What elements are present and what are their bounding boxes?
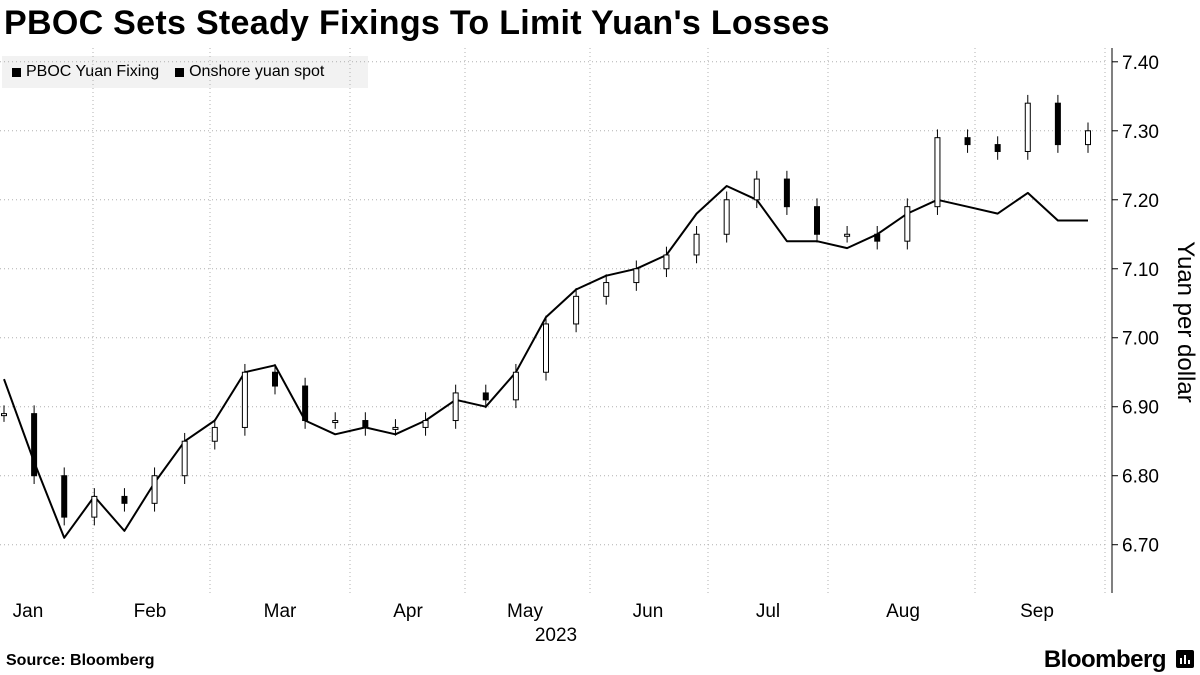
candle-body	[1054, 102, 1061, 146]
legend-swatch-spot	[175, 67, 185, 77]
candle-body	[151, 475, 158, 504]
candle-body	[964, 137, 971, 146]
candle-body	[844, 233, 851, 237]
x-tick-label: Aug	[886, 601, 920, 622]
y-tick-label: 7.00	[1122, 329, 1159, 350]
candle-body	[31, 413, 38, 477]
candle-body	[392, 426, 399, 430]
candle-body	[874, 233, 881, 242]
candle-body	[1, 413, 7, 417]
candle-body	[482, 392, 489, 401]
candle-body	[121, 495, 128, 504]
candle-body	[723, 199, 730, 235]
y-tick-label: 7.10	[1122, 260, 1159, 281]
bloomberg-logo: Bloomberg	[1043, 646, 1167, 673]
y-tick-label: 7.30	[1122, 122, 1159, 143]
x-tick-label: Sep	[1020, 601, 1054, 622]
candle-body	[512, 371, 519, 401]
bloomberg-terminal-icon	[1176, 650, 1194, 668]
x-axis-year-label: 2023	[535, 625, 577, 646]
y-tick-label: 6.90	[1122, 398, 1159, 419]
candle-body	[1024, 102, 1031, 152]
candle-body	[61, 475, 68, 518]
y-axis-title: Yuan per dollar	[1172, 241, 1199, 402]
candle-body	[573, 295, 580, 325]
candle-body	[302, 385, 309, 422]
y-tick-label: 7.40	[1122, 53, 1159, 74]
candle-body	[272, 371, 278, 387]
candle-body	[1085, 130, 1091, 146]
x-tick-label: May	[507, 601, 543, 622]
candle-body	[633, 268, 640, 284]
x-tick-label: Jan	[13, 601, 44, 622]
candle-body	[422, 420, 429, 428]
legend-swatch-fixing	[12, 67, 21, 77]
source-note: Source: Bloomberg	[6, 652, 155, 669]
x-tick-label: Mar	[264, 601, 297, 622]
x-tick-label: Jul	[756, 601, 780, 622]
y-tick-label: 7.20	[1122, 191, 1159, 212]
candle-body	[452, 392, 459, 422]
candle-body	[362, 420, 369, 428]
x-tick-label: Jun	[633, 601, 664, 622]
candle-body	[181, 440, 188, 477]
candle-body	[994, 144, 1001, 152]
legend-item-spot: Onshore yuan spot	[175, 63, 324, 81]
candle-body	[332, 420, 339, 424]
candle-body	[603, 282, 610, 297]
legend-label-fixing: PBOC Yuan Fixing	[26, 63, 160, 80]
x-tick-label: Apr	[393, 601, 423, 622]
x-tick-label: Feb	[134, 601, 167, 622]
candle-body	[663, 254, 670, 270]
y-tick-label: 6.80	[1122, 467, 1159, 488]
legend-label-spot: Onshore yuan spot	[189, 63, 325, 80]
candle-body	[241, 371, 248, 428]
candle-body	[211, 426, 218, 442]
y-tick-label: 6.70	[1122, 536, 1159, 557]
candle-body	[753, 178, 760, 201]
candle-body	[693, 233, 700, 256]
candle-body	[783, 178, 790, 208]
candle-body	[814, 206, 820, 235]
candle-body	[543, 323, 549, 373]
candle-body	[91, 495, 98, 518]
candle-body	[904, 206, 911, 242]
legend-item-fixing: PBOC Yuan Fixing	[12, 63, 159, 81]
chart-title: PBOC Sets Steady Fixings To Limit Yuan's…	[4, 4, 830, 42]
candle-body	[934, 137, 941, 208]
